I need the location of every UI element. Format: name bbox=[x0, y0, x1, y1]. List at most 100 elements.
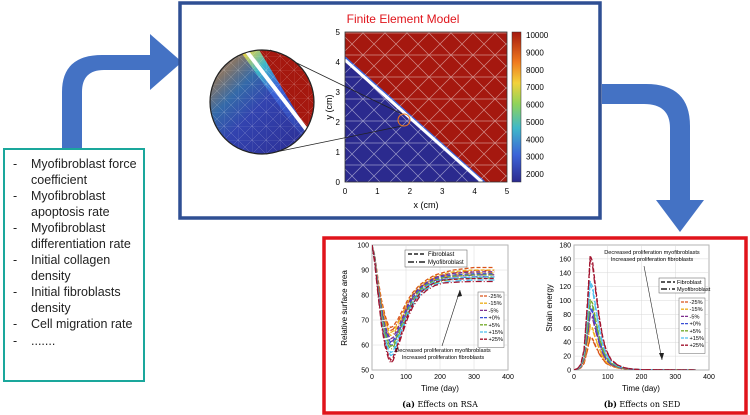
fem-y-tick: 2 bbox=[336, 118, 341, 127]
chart-sed: 0 100 200 300 400 0 20 40 60 80 100 120 140 160 180 St… bbox=[545, 243, 715, 410]
x-tick-label: 200 bbox=[434, 374, 446, 381]
y-tick-label: 90 bbox=[361, 268, 369, 275]
colorbar-tick: 7000 bbox=[526, 83, 544, 92]
rsa-legend-fibroblast: Fibroblast bbox=[428, 252, 455, 258]
series-line-myofibroblast bbox=[574, 259, 696, 370]
series-legend-label: +5% bbox=[489, 323, 500, 329]
series-line-fibroblast bbox=[372, 245, 495, 354]
parameter-item: Myofibroblast apoptosis rate bbox=[9, 189, 139, 220]
fem-x-tick: 0 bbox=[343, 187, 348, 196]
y-tick-label: 60 bbox=[361, 343, 369, 350]
series-legend-box bbox=[678, 297, 706, 354]
series-legend-label: -15% bbox=[690, 307, 703, 313]
series-line-fibroblast bbox=[372, 245, 495, 362]
rsa-legend-myofibroblast: Myofibroblast bbox=[428, 260, 464, 266]
y-tick-label: 50 bbox=[361, 368, 369, 375]
series-legend-label: +15% bbox=[690, 336, 704, 342]
sed-caption: (b) Effects on SED bbox=[604, 399, 681, 409]
parameters-panel: Myofibroblast force coefficient Myofibro… bbox=[3, 148, 145, 382]
colorbar-tick: 9000 bbox=[526, 48, 544, 57]
y-tick-label: 100 bbox=[357, 243, 369, 250]
parameter-item: Myofibroblast force coefficient bbox=[9, 157, 139, 188]
x-tick-label: 400 bbox=[502, 374, 514, 381]
x-tick-label: 100 bbox=[602, 374, 614, 381]
x-tick-label: 300 bbox=[669, 374, 681, 381]
series-legend-label: -5% bbox=[489, 308, 499, 314]
series-line-fibroblast bbox=[372, 245, 495, 344]
rsa-annotation-arrow bbox=[441, 289, 461, 347]
sed-annotation-1: Decreased proliferation myofibroblasts bbox=[604, 250, 700, 256]
series-legend-label: +15% bbox=[489, 330, 503, 336]
series-legend-label: +0% bbox=[489, 316, 500, 322]
sed-ylabel: Strain energy bbox=[545, 284, 554, 332]
x-tick-label: 400 bbox=[703, 374, 715, 381]
x-tick-label: 0 bbox=[572, 374, 576, 381]
parameters-list: Myofibroblast force coefficient Myofibro… bbox=[5, 150, 143, 349]
fem-y-tick: 0 bbox=[336, 178, 341, 187]
x-tick-label: 100 bbox=[400, 374, 412, 381]
rsa-annotation-1: Decreased proliferation myofibroblasts bbox=[395, 348, 491, 354]
series-line-myofibroblast bbox=[372, 245, 495, 365]
fem-ylabel: y (cm) bbox=[324, 95, 334, 120]
fem-y-tick: 5 bbox=[336, 28, 341, 37]
fem-xlabel: x (cm) bbox=[414, 200, 439, 210]
parameter-item: Initial collagen density bbox=[9, 253, 139, 284]
y-tick-label: 100 bbox=[559, 298, 571, 305]
rsa-ylabel: Relative surface area bbox=[340, 270, 349, 346]
y-tick-label: 80 bbox=[563, 312, 571, 319]
series-legend-label: +25% bbox=[690, 343, 704, 349]
sed-legend-fibroblast: Fibroblast bbox=[677, 280, 702, 286]
series-legend-label: -5% bbox=[690, 314, 700, 320]
y-tick-label: 120 bbox=[559, 284, 571, 291]
sed-legend-myofibroblast: Myofibroblast bbox=[677, 287, 711, 293]
x-tick-label: 200 bbox=[636, 374, 648, 381]
series-line-fibroblast bbox=[574, 335, 696, 370]
colorbar-tick: 6000 bbox=[526, 101, 544, 110]
colorbar-tick: 10000 bbox=[526, 31, 549, 40]
x-tick-label: 300 bbox=[468, 374, 480, 381]
zoom-marker bbox=[397, 113, 411, 127]
series-line-fibroblast bbox=[372, 245, 495, 334]
series-legend-box bbox=[477, 291, 505, 348]
fem-y-tick: 1 bbox=[336, 148, 341, 157]
series-legend-label: +5% bbox=[690, 329, 701, 335]
fem-y-tick: 3 bbox=[336, 88, 341, 97]
sed-xlabel: Time (day) bbox=[622, 384, 660, 393]
parameter-item: ....... bbox=[9, 334, 139, 350]
chart-rsa: 0 100 200 300 400 50 60 70 80 90 100 Relative surf… bbox=[340, 243, 514, 410]
sed-annotation-arrow bbox=[643, 265, 663, 361]
y-tick-label: 20 bbox=[563, 354, 571, 361]
zoom-lens bbox=[210, 50, 314, 154]
series-line-fibroblast bbox=[574, 255, 696, 370]
series-legend-label: +0% bbox=[690, 322, 701, 328]
colorbar-tick: 5000 bbox=[526, 118, 544, 127]
fem-y-tick: 4 bbox=[336, 58, 341, 67]
y-tick-label: 140 bbox=[559, 270, 571, 277]
parameter-item: Initial fibroblasts density bbox=[9, 285, 139, 316]
colorbar bbox=[511, 31, 522, 183]
sed-top-legend: Fibroblast Myofibroblast bbox=[658, 277, 711, 294]
flow-arrow-up bbox=[62, 34, 182, 148]
fem-x-tick: 3 bbox=[440, 187, 445, 196]
fem-x-tick: 5 bbox=[505, 187, 510, 196]
sed-annotation-2: Increased proliferation fibroblasts bbox=[611, 257, 694, 263]
series-legend-label: -25% bbox=[489, 294, 502, 300]
fem-x-tick: 1 bbox=[375, 187, 380, 196]
series-legend-label: -25% bbox=[690, 300, 703, 306]
rsa-xlabel: Time (day) bbox=[421, 384, 459, 393]
series-legend-label: -15% bbox=[489, 301, 502, 307]
y-tick-label: 0 bbox=[567, 368, 571, 375]
y-tick-label: 60 bbox=[563, 326, 571, 333]
fem-x-tick: 2 bbox=[408, 187, 413, 196]
fem-mesh-plot bbox=[345, 32, 507, 182]
colorbar-tick: 2000 bbox=[526, 170, 544, 179]
parameter-item: Cell migration rate bbox=[9, 317, 139, 333]
y-tick-label: 160 bbox=[559, 256, 571, 263]
y-tick-label: 180 bbox=[559, 243, 571, 250]
rsa-top-legend: Fibroblast Myofibroblast bbox=[404, 249, 468, 268]
zoom-connector bbox=[265, 125, 403, 155]
fem-x-tick: 4 bbox=[472, 187, 477, 196]
flow-arrow-down bbox=[602, 84, 704, 232]
series-line-fibroblast bbox=[372, 245, 495, 348]
